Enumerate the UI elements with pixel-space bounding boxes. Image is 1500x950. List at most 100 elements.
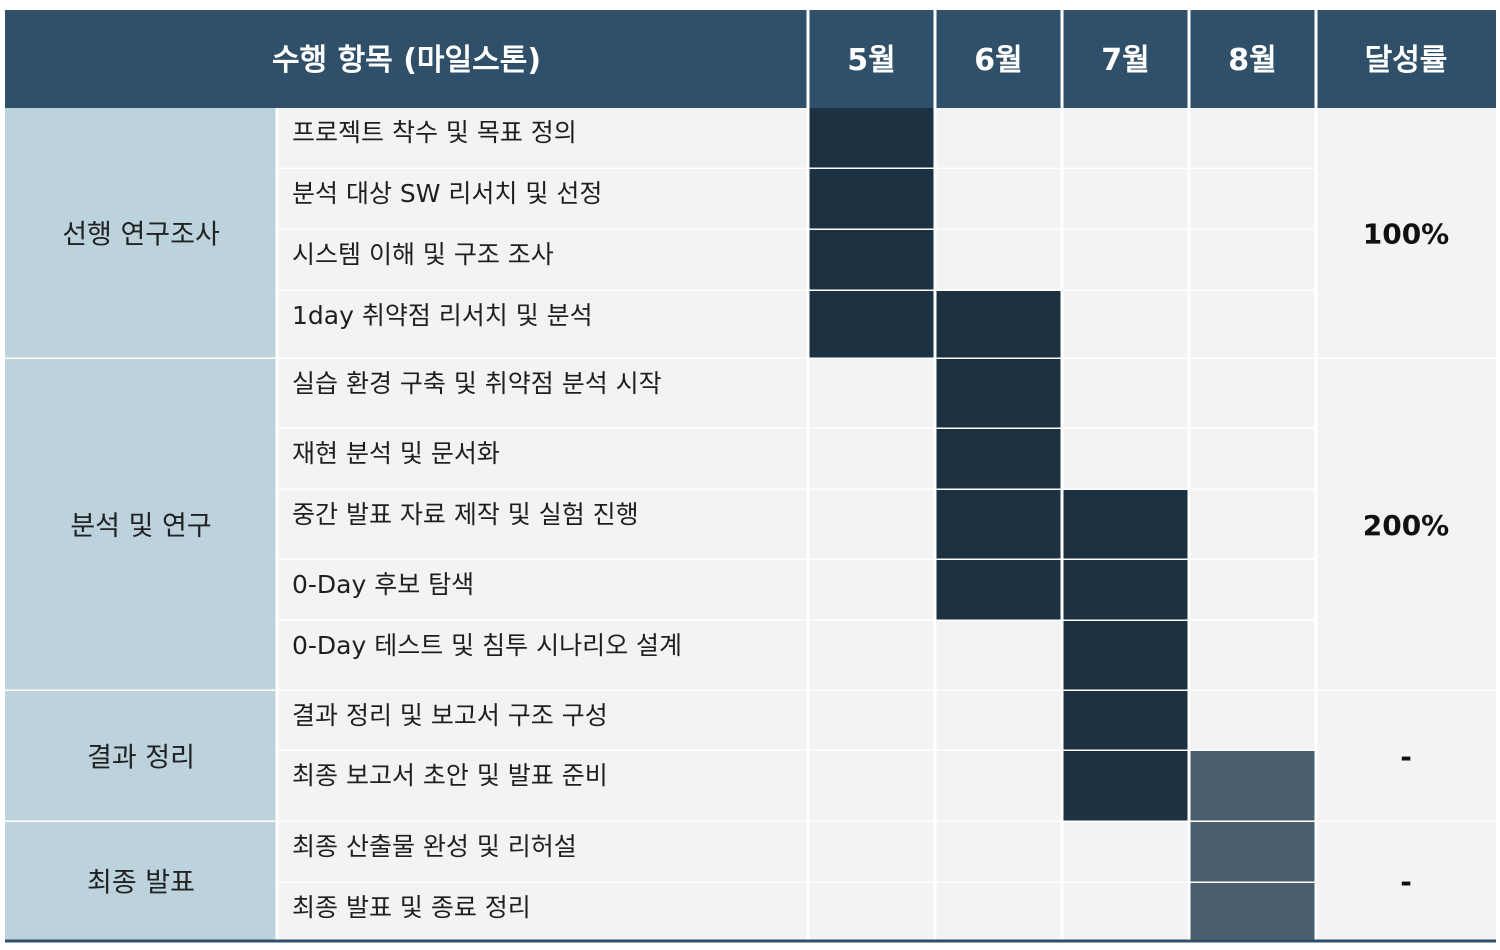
month-cell: [1189, 108, 1316, 169]
gantt-bar: [935, 291, 1062, 359]
month-cell: [1062, 429, 1189, 490]
gantt-bar-light: [1189, 822, 1316, 883]
month-cell: [1062, 169, 1189, 230]
month-cell: [808, 490, 935, 560]
month-cell: [808, 822, 935, 883]
task-cell: [277, 560, 808, 621]
task-cell: [277, 822, 808, 883]
task-label: 실습 환경 구축 및 취약점 분석 시작: [292, 369, 662, 398]
month-cell: [1189, 291, 1316, 359]
gantt-bar: [1062, 751, 1189, 822]
task-label: 최종 산출물 완성 및 리허설: [292, 832, 577, 861]
phase-cell: [5, 691, 277, 822]
phase-cell: [5, 822, 277, 941]
month-cell: [808, 691, 935, 751]
month-cell: [1189, 560, 1316, 621]
rate-cell: [1316, 359, 1496, 691]
header-bar: [5, 10, 1496, 108]
phase-cell: [5, 108, 277, 359]
gantt-bar: [808, 291, 935, 359]
month-cell: [1189, 359, 1316, 429]
gantt-bar: [808, 108, 935, 169]
gantt-bar: [1062, 560, 1189, 621]
task-cell: [277, 490, 808, 560]
task-label: 시스템 이해 및 구조 조사: [292, 240, 554, 269]
task-cell: [277, 751, 808, 822]
header-rate-label: 달성률: [1365, 43, 1448, 78]
rate-cell: [1316, 108, 1496, 359]
month-cell: [1062, 291, 1189, 359]
achievement-rate: 100%: [1363, 218, 1450, 251]
gantt-bar: [935, 359, 1062, 429]
achievement-rate: 200%: [1363, 509, 1450, 542]
phase-name: 결과 정리: [87, 743, 195, 774]
month-cell: [808, 751, 935, 822]
task-label: 분석 대상 SW 리서치 및 선정: [292, 179, 602, 208]
month-cell: [935, 169, 1062, 230]
header-month-7: 7월: [1101, 43, 1149, 78]
task-cell: [277, 169, 808, 230]
gantt-bar-light: [1189, 883, 1316, 941]
month-cell: [935, 883, 1062, 941]
phase-name: 선행 연구조사: [62, 220, 220, 251]
gantt-bar: [935, 490, 1062, 560]
task-cell: [277, 429, 808, 490]
month-cell: [1062, 822, 1189, 883]
month-cell: [808, 621, 935, 691]
month-cell: [935, 621, 1062, 691]
task-cell: [277, 230, 808, 291]
task-label: 0-Day 후보 탐색: [292, 570, 474, 599]
header-month-6: 6월: [974, 43, 1022, 78]
achievement-rate: -: [1400, 741, 1412, 774]
phase-cell: [5, 359, 277, 691]
task-label: 최종 발표 및 종료 정리: [292, 893, 531, 922]
task-label: 최종 보고서 초안 및 발표 준비: [292, 761, 608, 790]
month-cell: [1062, 883, 1189, 941]
phase-name: 최종 발표: [87, 868, 195, 899]
month-cell: [808, 560, 935, 621]
month-cell: [808, 359, 935, 429]
achievement-rate: -: [1400, 866, 1412, 899]
month-cell: [935, 230, 1062, 291]
task-label: 재현 분석 및 문서화: [292, 439, 500, 468]
month-cell: [935, 751, 1062, 822]
month-cell: [1189, 621, 1316, 691]
task-label: 결과 정리 및 보고서 구조 구성: [292, 701, 608, 730]
month-cell: [1062, 359, 1189, 429]
month-cell: [1189, 490, 1316, 560]
month-cell: [808, 883, 935, 941]
month-cell: [935, 822, 1062, 883]
header-month-8: 8월: [1228, 43, 1276, 78]
gantt-bar: [1062, 691, 1189, 751]
rate-cell: [1316, 822, 1496, 941]
gantt-bar: [1062, 621, 1189, 691]
rate-cell: [1316, 691, 1496, 822]
task-cell: [277, 359, 808, 429]
task-cell: [277, 691, 808, 751]
gantt-bar-light: [1189, 751, 1316, 822]
task-cell: [277, 108, 808, 169]
month-cell: [935, 108, 1062, 169]
gantt-bar: [935, 429, 1062, 490]
gantt-bar: [1062, 490, 1189, 560]
month-cell: [1189, 169, 1316, 230]
task-label: 0-Day 테스트 및 침투 시나리오 설계: [292, 631, 682, 660]
month-cell: [808, 429, 935, 490]
task-cell: [277, 883, 808, 941]
task-label: 중간 발표 자료 제작 및 실험 진행: [292, 500, 639, 529]
task-label: 1day 취약점 리서치 및 분석: [292, 301, 593, 330]
month-cell: [935, 691, 1062, 751]
month-cell: [1189, 230, 1316, 291]
task-label: 프로젝트 착수 및 목표 정의: [292, 118, 577, 147]
gantt-bar: [808, 230, 935, 291]
task-cell: [277, 291, 808, 359]
month-cell: [1062, 230, 1189, 291]
header-item-label: 수행 항목 (마일스톤): [272, 43, 541, 78]
gantt-bar: [935, 560, 1062, 621]
task-cell: [277, 621, 808, 691]
month-cell: [1062, 108, 1189, 169]
month-cell: [1189, 429, 1316, 490]
phase-name: 분석 및 연구: [70, 511, 211, 542]
gantt-bar: [808, 169, 935, 230]
